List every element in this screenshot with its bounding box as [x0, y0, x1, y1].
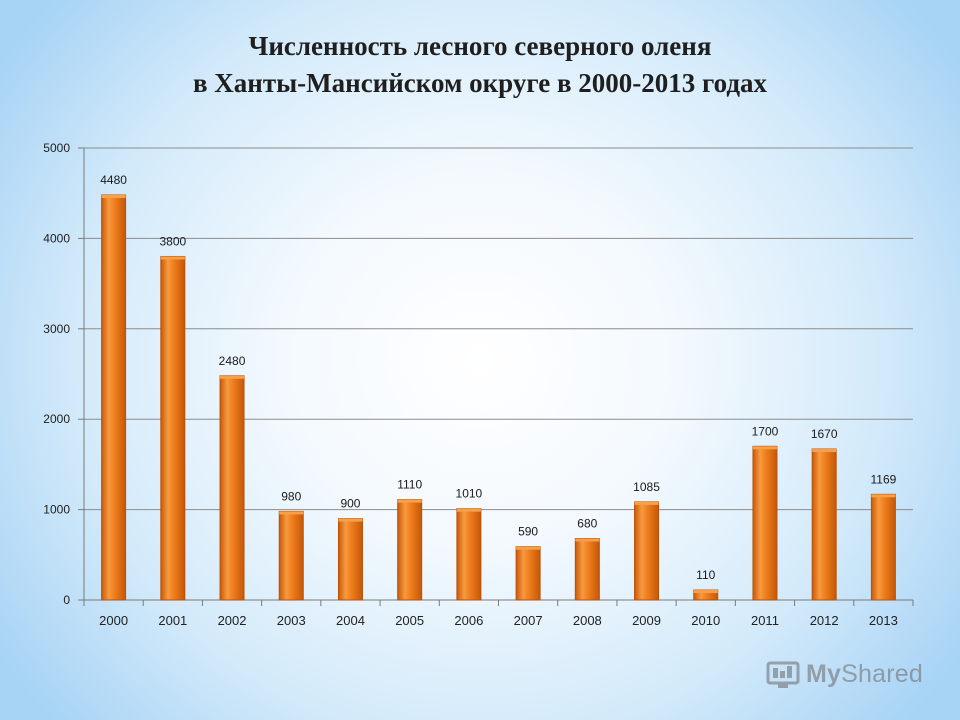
bar-2003: [278, 510, 304, 601]
bar-cap-2009: [634, 501, 659, 505]
bar-2006: [456, 508, 482, 601]
bar-cap-2003: [279, 511, 304, 515]
chart-title-line-1: Численность лесного северного оленя: [248, 31, 712, 61]
bar-cap-2011: [752, 446, 777, 450]
data-label-2012: 1670: [811, 427, 838, 441]
x-tick-label-2003: 2003: [277, 613, 306, 628]
data-label-2009: 1085: [633, 480, 660, 494]
bar-cap-2013: [871, 494, 896, 498]
myshared-watermark: MyShared: [766, 656, 923, 692]
x-tick-label-2004: 2004: [336, 613, 365, 628]
data-label-2007: 590: [518, 525, 538, 539]
x-tick-label-2005: 2005: [395, 613, 424, 628]
y-tick-label: 0: [63, 593, 70, 607]
x-tick-label-2001: 2001: [158, 613, 187, 628]
bar-cap-2008: [575, 538, 600, 542]
x-tick-label-2008: 2008: [573, 613, 602, 628]
y-tick-label: 2000: [43, 412, 70, 426]
bar-2012: [811, 448, 837, 601]
bars: [101, 194, 896, 601]
bar-cap-2012: [812, 449, 837, 453]
bar-2007: [515, 546, 541, 601]
bar-2013: [870, 493, 896, 601]
data-label-2010: 110: [696, 568, 715, 582]
myshared-logo-icon: [766, 661, 800, 688]
bar-2009: [634, 501, 660, 601]
bar-2011: [752, 445, 778, 601]
bar-cap-2006: [456, 508, 481, 512]
bar-cap-2002: [220, 375, 245, 379]
data-label-2002: 2480: [219, 354, 246, 368]
x-tick-label-2009: 2009: [632, 613, 661, 628]
x-tick-label-2006: 2006: [454, 613, 483, 628]
y-tick-label: 3000: [43, 322, 70, 336]
y-tick-label: 4000: [43, 231, 70, 245]
data-label-2008: 680: [577, 517, 597, 531]
y-tick-label: 5000: [43, 141, 70, 155]
data-label-2004: 900: [340, 497, 360, 511]
x-tick-label-2002: 2002: [218, 613, 247, 628]
chart-title: Численность лесного северного оленя в Ха…: [0, 28, 960, 102]
bar-2004: [337, 518, 363, 601]
x-tick-label-2007: 2007: [514, 613, 543, 628]
chart-title-line-2: в Ханты-Мансийском округе в 2000-2013 го…: [192, 68, 768, 98]
bar-cap-2000: [101, 195, 126, 199]
data-label-2000: 4480: [100, 173, 127, 187]
data-label-2001: 3800: [159, 234, 186, 248]
bar-2008: [574, 538, 600, 601]
x-tick-label-2012: 2012: [810, 613, 839, 628]
x-tick-label-2010: 2010: [691, 613, 720, 628]
data-label-2005: 1110: [397, 478, 422, 492]
bar-cap-2010: [693, 590, 718, 594]
data-label-2003: 980: [281, 489, 301, 503]
bar-cap-2004: [338, 518, 363, 522]
x-tick-label-2013: 2013: [869, 613, 898, 628]
bar-2001: [160, 255, 186, 601]
myshared-wordmark: MyShared: [806, 659, 923, 688]
y-tick-label: 1000: [43, 503, 70, 517]
bar-cap-2007: [516, 546, 541, 550]
bar-2002: [219, 375, 245, 601]
data-label-2011: 1700: [752, 424, 779, 438]
gridlines: [84, 147, 913, 601]
x-tick-label-2000: 2000: [99, 613, 128, 628]
bar-2000: [101, 194, 127, 601]
bar-cap-2001: [160, 256, 185, 260]
x-tick-label-2011: 2011: [751, 613, 779, 628]
data-labels: 4480 3800 2480 980 900 1110 1010 590 680 1085 110 1…: [100, 173, 896, 582]
bar-cap-2005: [397, 499, 422, 503]
data-label-2006: 1010: [456, 487, 483, 501]
bar-2005: [397, 499, 423, 601]
axes: 0 1000 2000 3000 4000 5000 2000 2001 2002 2003 200…: [43, 141, 914, 628]
data-label-2013: 1169: [870, 472, 896, 486]
